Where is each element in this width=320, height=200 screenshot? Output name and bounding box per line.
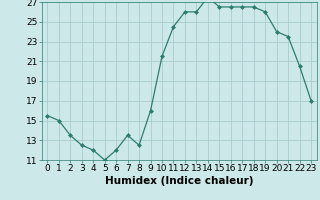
- X-axis label: Humidex (Indice chaleur): Humidex (Indice chaleur): [105, 176, 253, 186]
